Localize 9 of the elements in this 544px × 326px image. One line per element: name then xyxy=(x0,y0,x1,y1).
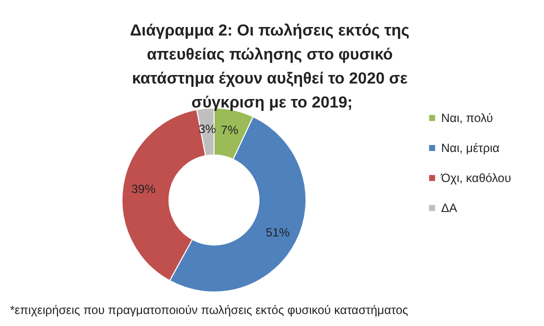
legend-label: Όχι, καθόλου xyxy=(440,171,511,185)
data-label: 51% xyxy=(266,225,290,240)
legend-label: Ναι, πολύ xyxy=(441,111,493,125)
legend-label: Ναι, μέτρια xyxy=(441,141,500,155)
data-label: 7% xyxy=(220,123,239,138)
legend-label: ΔΑ xyxy=(441,201,458,215)
text: *επιχειρήσεις που πραγματοποιούν πωλήσεις εκτός φυσικού καταστήματος xyxy=(10,303,408,317)
chart-title: Διάγραμμα 2: Οι πωλήσεις εκτός της απευθείας πώλησης στο φυσικό κατάστημα έχουν αυξηθεί το 2020 σε σύγκριση με το 2019; xyxy=(130,22,414,112)
data-label: 39% xyxy=(131,182,156,196)
